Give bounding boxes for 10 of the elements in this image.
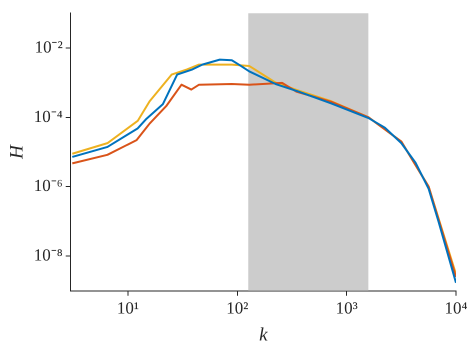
x-tick-label: 10² [226,298,248,318]
y-axis-title: H [6,144,28,160]
x-axis-title: k [259,324,268,346]
y-tick-label: 10⁻⁴ [34,106,63,126]
y-tick-label: 10⁻⁶ [34,176,63,196]
y-tick-label: 10⁻⁸ [34,246,63,265]
x-tick-label: 10³ [336,298,358,318]
x-tick-label: 10⁴ [444,298,468,318]
y-tick-label: 10⁻² [34,37,63,56]
x-tick-label: 10¹ [116,298,139,318]
